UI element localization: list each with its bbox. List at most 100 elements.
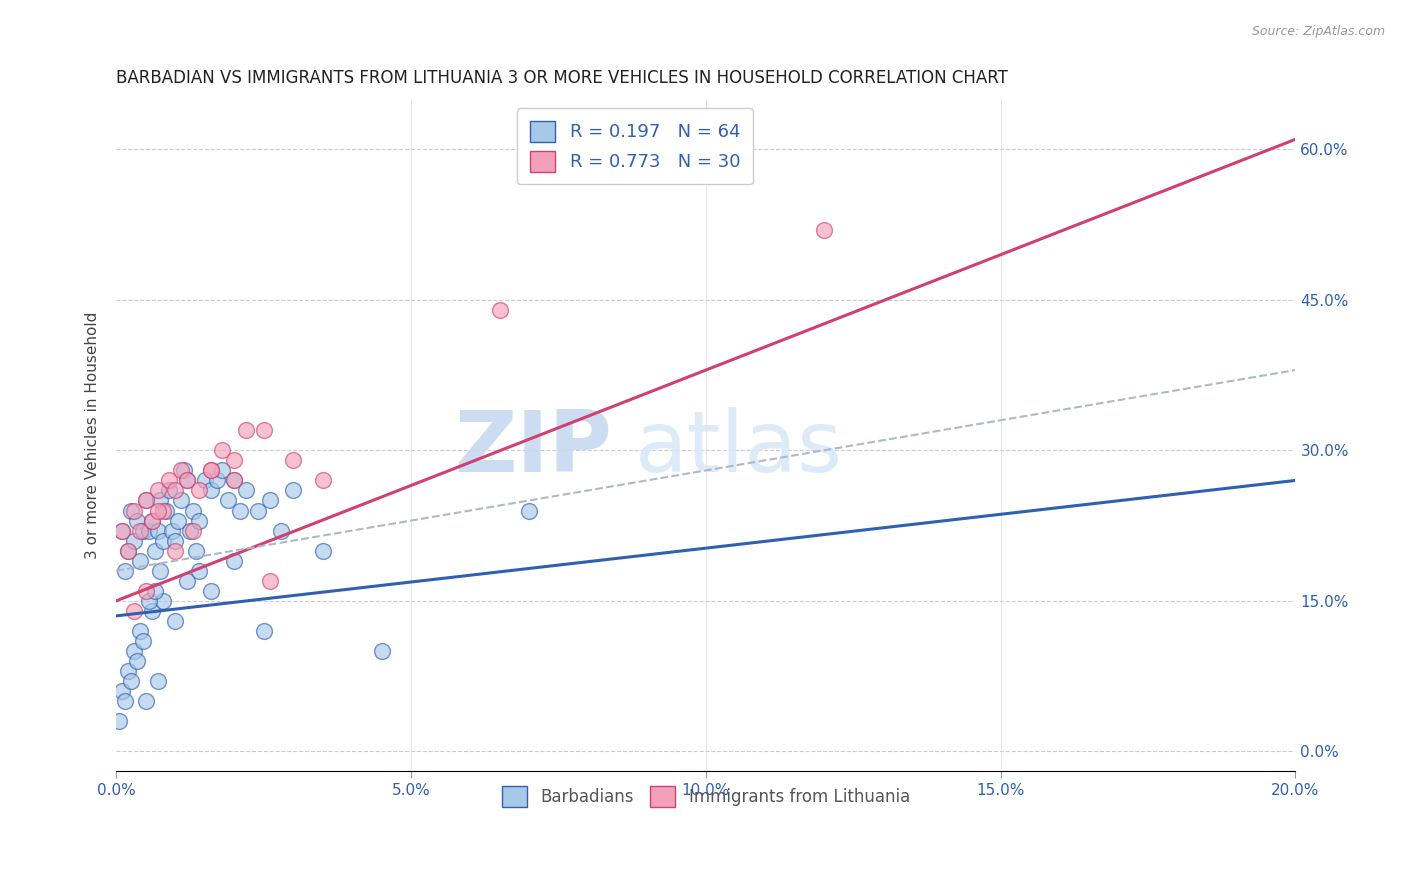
Point	[165, 614, 187, 628]
Point	[143, 543, 166, 558]
Point	[122, 503, 145, 517]
Point	[117, 543, 139, 558]
Point	[224, 474, 246, 488]
Point	[253, 423, 276, 437]
Point	[370, 644, 392, 658]
Point	[488, 302, 510, 317]
Point	[152, 533, 174, 548]
Point	[146, 483, 169, 498]
Point	[149, 564, 172, 578]
Point	[200, 583, 222, 598]
Point	[311, 543, 333, 558]
Point	[135, 583, 157, 598]
Point	[111, 524, 134, 538]
Point	[122, 604, 145, 618]
Point	[176, 474, 198, 488]
Point	[194, 474, 217, 488]
Point	[114, 694, 136, 708]
Point	[152, 594, 174, 608]
Point	[170, 463, 193, 477]
Point	[125, 654, 148, 668]
Point	[165, 533, 187, 548]
Text: BARBADIAN VS IMMIGRANTS FROM LITHUANIA 3 OR MORE VEHICLES IN HOUSEHOLD CORRELATI: BARBADIAN VS IMMIGRANTS FROM LITHUANIA 3…	[117, 69, 1008, 87]
Point	[187, 514, 209, 528]
Point	[138, 594, 160, 608]
Point	[200, 463, 222, 477]
Point	[165, 543, 187, 558]
Point	[117, 543, 139, 558]
Point	[259, 574, 281, 588]
Point	[187, 564, 209, 578]
Point	[138, 524, 160, 538]
Text: ZIP: ZIP	[454, 408, 612, 491]
Point	[200, 483, 222, 498]
Point	[111, 524, 134, 538]
Text: Source: ZipAtlas.com: Source: ZipAtlas.com	[1251, 25, 1385, 38]
Point	[167, 514, 190, 528]
Point	[253, 624, 276, 638]
Point	[200, 463, 222, 477]
Point	[128, 554, 150, 568]
Point	[165, 483, 187, 498]
Point	[211, 463, 233, 477]
Point	[135, 694, 157, 708]
Point	[157, 474, 180, 488]
Point	[229, 503, 252, 517]
Point	[176, 474, 198, 488]
Point	[120, 503, 142, 517]
Point	[117, 664, 139, 678]
Point	[224, 554, 246, 568]
Point	[135, 493, 157, 508]
Legend: Barbadians, Immigrants from Lithuania: Barbadians, Immigrants from Lithuania	[495, 780, 917, 814]
Point	[146, 524, 169, 538]
Point	[155, 503, 177, 517]
Point	[128, 524, 150, 538]
Point	[170, 493, 193, 508]
Point	[281, 483, 304, 498]
Point	[162, 524, 184, 538]
Point	[181, 503, 204, 517]
Point	[152, 503, 174, 517]
Point	[176, 574, 198, 588]
Point	[184, 543, 207, 558]
Point	[146, 503, 169, 517]
Point	[205, 474, 228, 488]
Point	[179, 524, 201, 538]
Point	[141, 604, 163, 618]
Point	[135, 493, 157, 508]
Point	[224, 453, 246, 467]
Point	[311, 474, 333, 488]
Point	[181, 524, 204, 538]
Point	[259, 493, 281, 508]
Y-axis label: 3 or more Vehicles in Household: 3 or more Vehicles in Household	[86, 311, 100, 559]
Point	[211, 443, 233, 458]
Point	[517, 503, 540, 517]
Point	[114, 564, 136, 578]
Point	[141, 514, 163, 528]
Point	[146, 674, 169, 689]
Point	[122, 533, 145, 548]
Point	[157, 483, 180, 498]
Point	[813, 222, 835, 236]
Point	[132, 634, 155, 648]
Point	[120, 674, 142, 689]
Point	[149, 493, 172, 508]
Point	[125, 514, 148, 528]
Point	[141, 514, 163, 528]
Point	[108, 714, 131, 729]
Point	[111, 684, 134, 698]
Point	[173, 463, 195, 477]
Text: atlas: atlas	[636, 408, 844, 491]
Point	[122, 644, 145, 658]
Point	[235, 423, 257, 437]
Point	[235, 483, 257, 498]
Point	[246, 503, 269, 517]
Point	[224, 474, 246, 488]
Point	[143, 583, 166, 598]
Point	[281, 453, 304, 467]
Point	[270, 524, 292, 538]
Point	[217, 493, 239, 508]
Point	[132, 524, 155, 538]
Point	[128, 624, 150, 638]
Point	[187, 483, 209, 498]
